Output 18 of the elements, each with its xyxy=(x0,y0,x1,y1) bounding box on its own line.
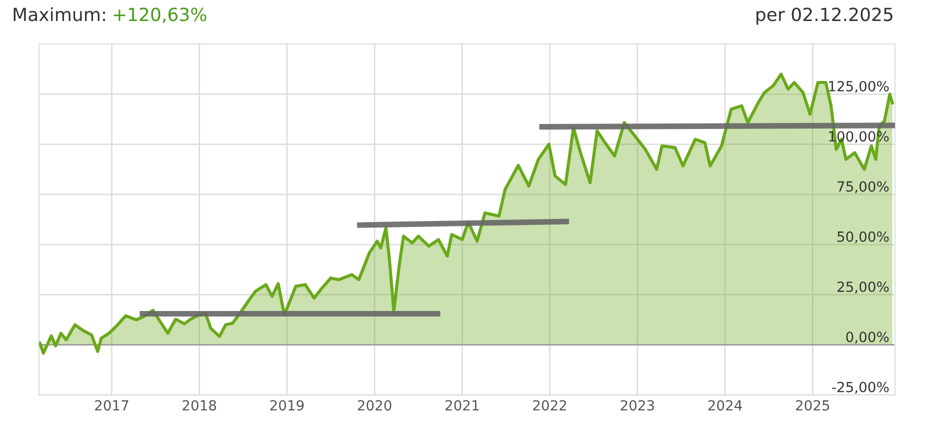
x-tick-label: 2025 xyxy=(796,400,830,411)
x-tick-label: 2023 xyxy=(620,400,654,411)
y-tick-label: -25,00% xyxy=(832,382,889,394)
y-tick-label: 50,00% xyxy=(838,231,889,244)
x-tick-label: 2019 xyxy=(270,400,304,411)
x-tick-label: 2021 xyxy=(446,400,479,411)
y-tick-label: 75,00% xyxy=(838,181,889,194)
x-tick-label: 2018 xyxy=(182,400,216,411)
y-tick-label: 0,00% xyxy=(846,332,889,344)
chart-subtitle: +120,63% xyxy=(114,8,206,24)
chart-title: Maximum: xyxy=(14,7,105,22)
x-tick-label: 2017 xyxy=(95,400,128,411)
text: per 02.12.2025 xyxy=(756,8,892,25)
x-tick-label: 2024 xyxy=(708,400,742,411)
y-tick-label: 125,00% xyxy=(829,80,889,93)
x-tick-label: 2020 xyxy=(358,400,392,411)
y-tick-label: 25,00% xyxy=(838,282,889,294)
x-tick-label: 2022 xyxy=(533,400,566,411)
